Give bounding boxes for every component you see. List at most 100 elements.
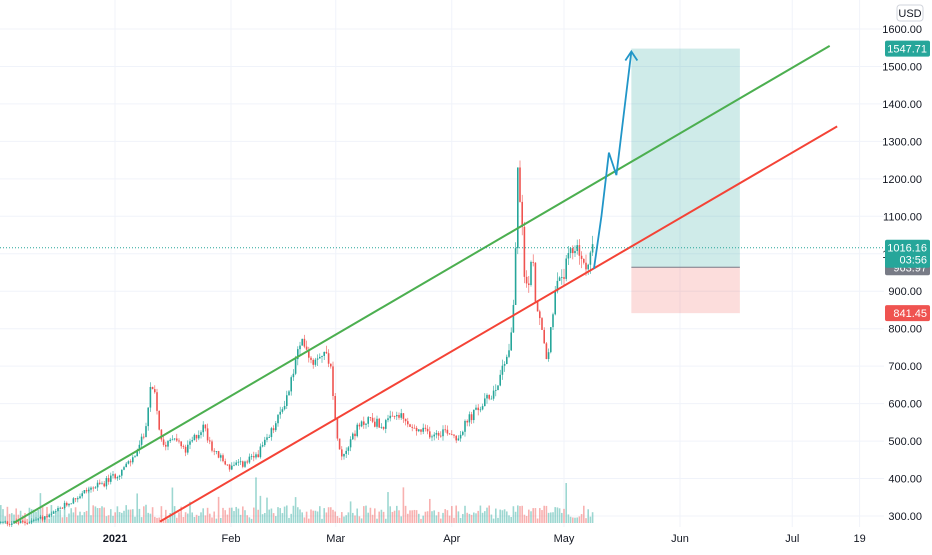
candle xyxy=(261,445,264,447)
candle xyxy=(118,475,121,478)
volume-bar xyxy=(30,509,33,523)
volume-bar xyxy=(514,511,517,523)
candle xyxy=(17,522,20,524)
volume-bar xyxy=(528,509,530,523)
volume-bar xyxy=(138,508,141,523)
candle xyxy=(508,350,510,357)
volume-bar xyxy=(169,513,171,523)
volume-bar xyxy=(88,486,90,523)
volume-bar xyxy=(442,512,444,523)
candle xyxy=(59,507,61,509)
candle xyxy=(180,441,182,447)
volume-bar xyxy=(171,487,174,523)
candle xyxy=(407,421,409,425)
volume-bar xyxy=(409,510,411,523)
volume-bar xyxy=(255,477,257,523)
candle xyxy=(572,248,574,254)
candle xyxy=(576,245,578,251)
volume-bar xyxy=(22,515,24,523)
volume-bar xyxy=(356,508,358,523)
volume-bar xyxy=(33,509,35,523)
candle xyxy=(132,457,134,463)
candle xyxy=(231,465,233,470)
candle xyxy=(420,429,422,432)
volume-bar xyxy=(189,501,191,523)
volume-bar xyxy=(314,510,317,523)
volume-bar xyxy=(90,515,92,523)
volume-bar xyxy=(310,509,312,523)
volume-bar xyxy=(63,507,66,523)
volume-bar xyxy=(338,517,341,523)
candle xyxy=(543,329,545,344)
candle xyxy=(24,521,26,523)
volume-bar xyxy=(497,517,499,523)
candle xyxy=(347,447,350,451)
candle xyxy=(389,415,391,419)
price-tag-label: 841.45 xyxy=(893,308,927,320)
candle xyxy=(233,464,235,466)
candle xyxy=(257,454,259,458)
volume-bar xyxy=(11,513,13,523)
time-tick-label: Mar xyxy=(326,533,345,545)
volume-bar xyxy=(429,498,431,523)
candle xyxy=(376,418,378,427)
candle xyxy=(523,226,526,277)
candle xyxy=(173,438,176,440)
candle xyxy=(558,277,561,281)
volume-bar xyxy=(294,497,297,523)
candle xyxy=(11,523,13,525)
volume-bar xyxy=(15,508,17,523)
candle xyxy=(41,516,44,520)
candle xyxy=(55,511,57,512)
candle xyxy=(94,487,97,489)
candle xyxy=(237,461,240,463)
volume-bar xyxy=(268,509,270,523)
volume-bar xyxy=(217,496,220,523)
candle xyxy=(169,439,171,442)
candle xyxy=(224,461,226,465)
price-tick-label: 1100.00 xyxy=(883,211,922,223)
candle xyxy=(165,444,167,447)
candle xyxy=(488,394,490,399)
candle xyxy=(519,167,521,202)
candle xyxy=(103,483,105,487)
volume-bar xyxy=(481,512,484,523)
volume-bar xyxy=(92,505,94,523)
candle xyxy=(85,490,88,492)
candle xyxy=(6,521,9,525)
volume-bar xyxy=(13,514,15,523)
candle xyxy=(270,428,273,438)
candle xyxy=(578,245,581,256)
price-tick-label: 1400.00 xyxy=(882,99,922,111)
candle xyxy=(536,301,539,312)
volume-bar xyxy=(275,516,277,523)
candle xyxy=(319,356,321,359)
candle xyxy=(429,431,431,438)
candle xyxy=(90,487,92,490)
volume-bar xyxy=(24,512,26,523)
volume-bar xyxy=(490,514,493,523)
volume-bar xyxy=(382,511,385,523)
volume-bar xyxy=(415,510,418,523)
volume-bar xyxy=(374,508,376,523)
candle xyxy=(503,363,506,366)
candle xyxy=(525,276,528,284)
candle xyxy=(534,262,537,302)
time-tick-label: Feb xyxy=(222,533,241,545)
candle xyxy=(248,456,251,463)
volume-bar xyxy=(501,510,504,523)
candle xyxy=(492,390,495,399)
candle xyxy=(365,423,367,425)
volume-bar xyxy=(264,513,266,523)
candle xyxy=(497,385,499,390)
volume-bar xyxy=(162,518,165,523)
candle xyxy=(574,250,576,254)
candle xyxy=(195,434,198,439)
candle xyxy=(332,366,334,397)
candle xyxy=(539,311,541,319)
candle xyxy=(473,409,475,421)
volume-bar xyxy=(277,507,279,523)
volume-bar xyxy=(567,514,570,523)
